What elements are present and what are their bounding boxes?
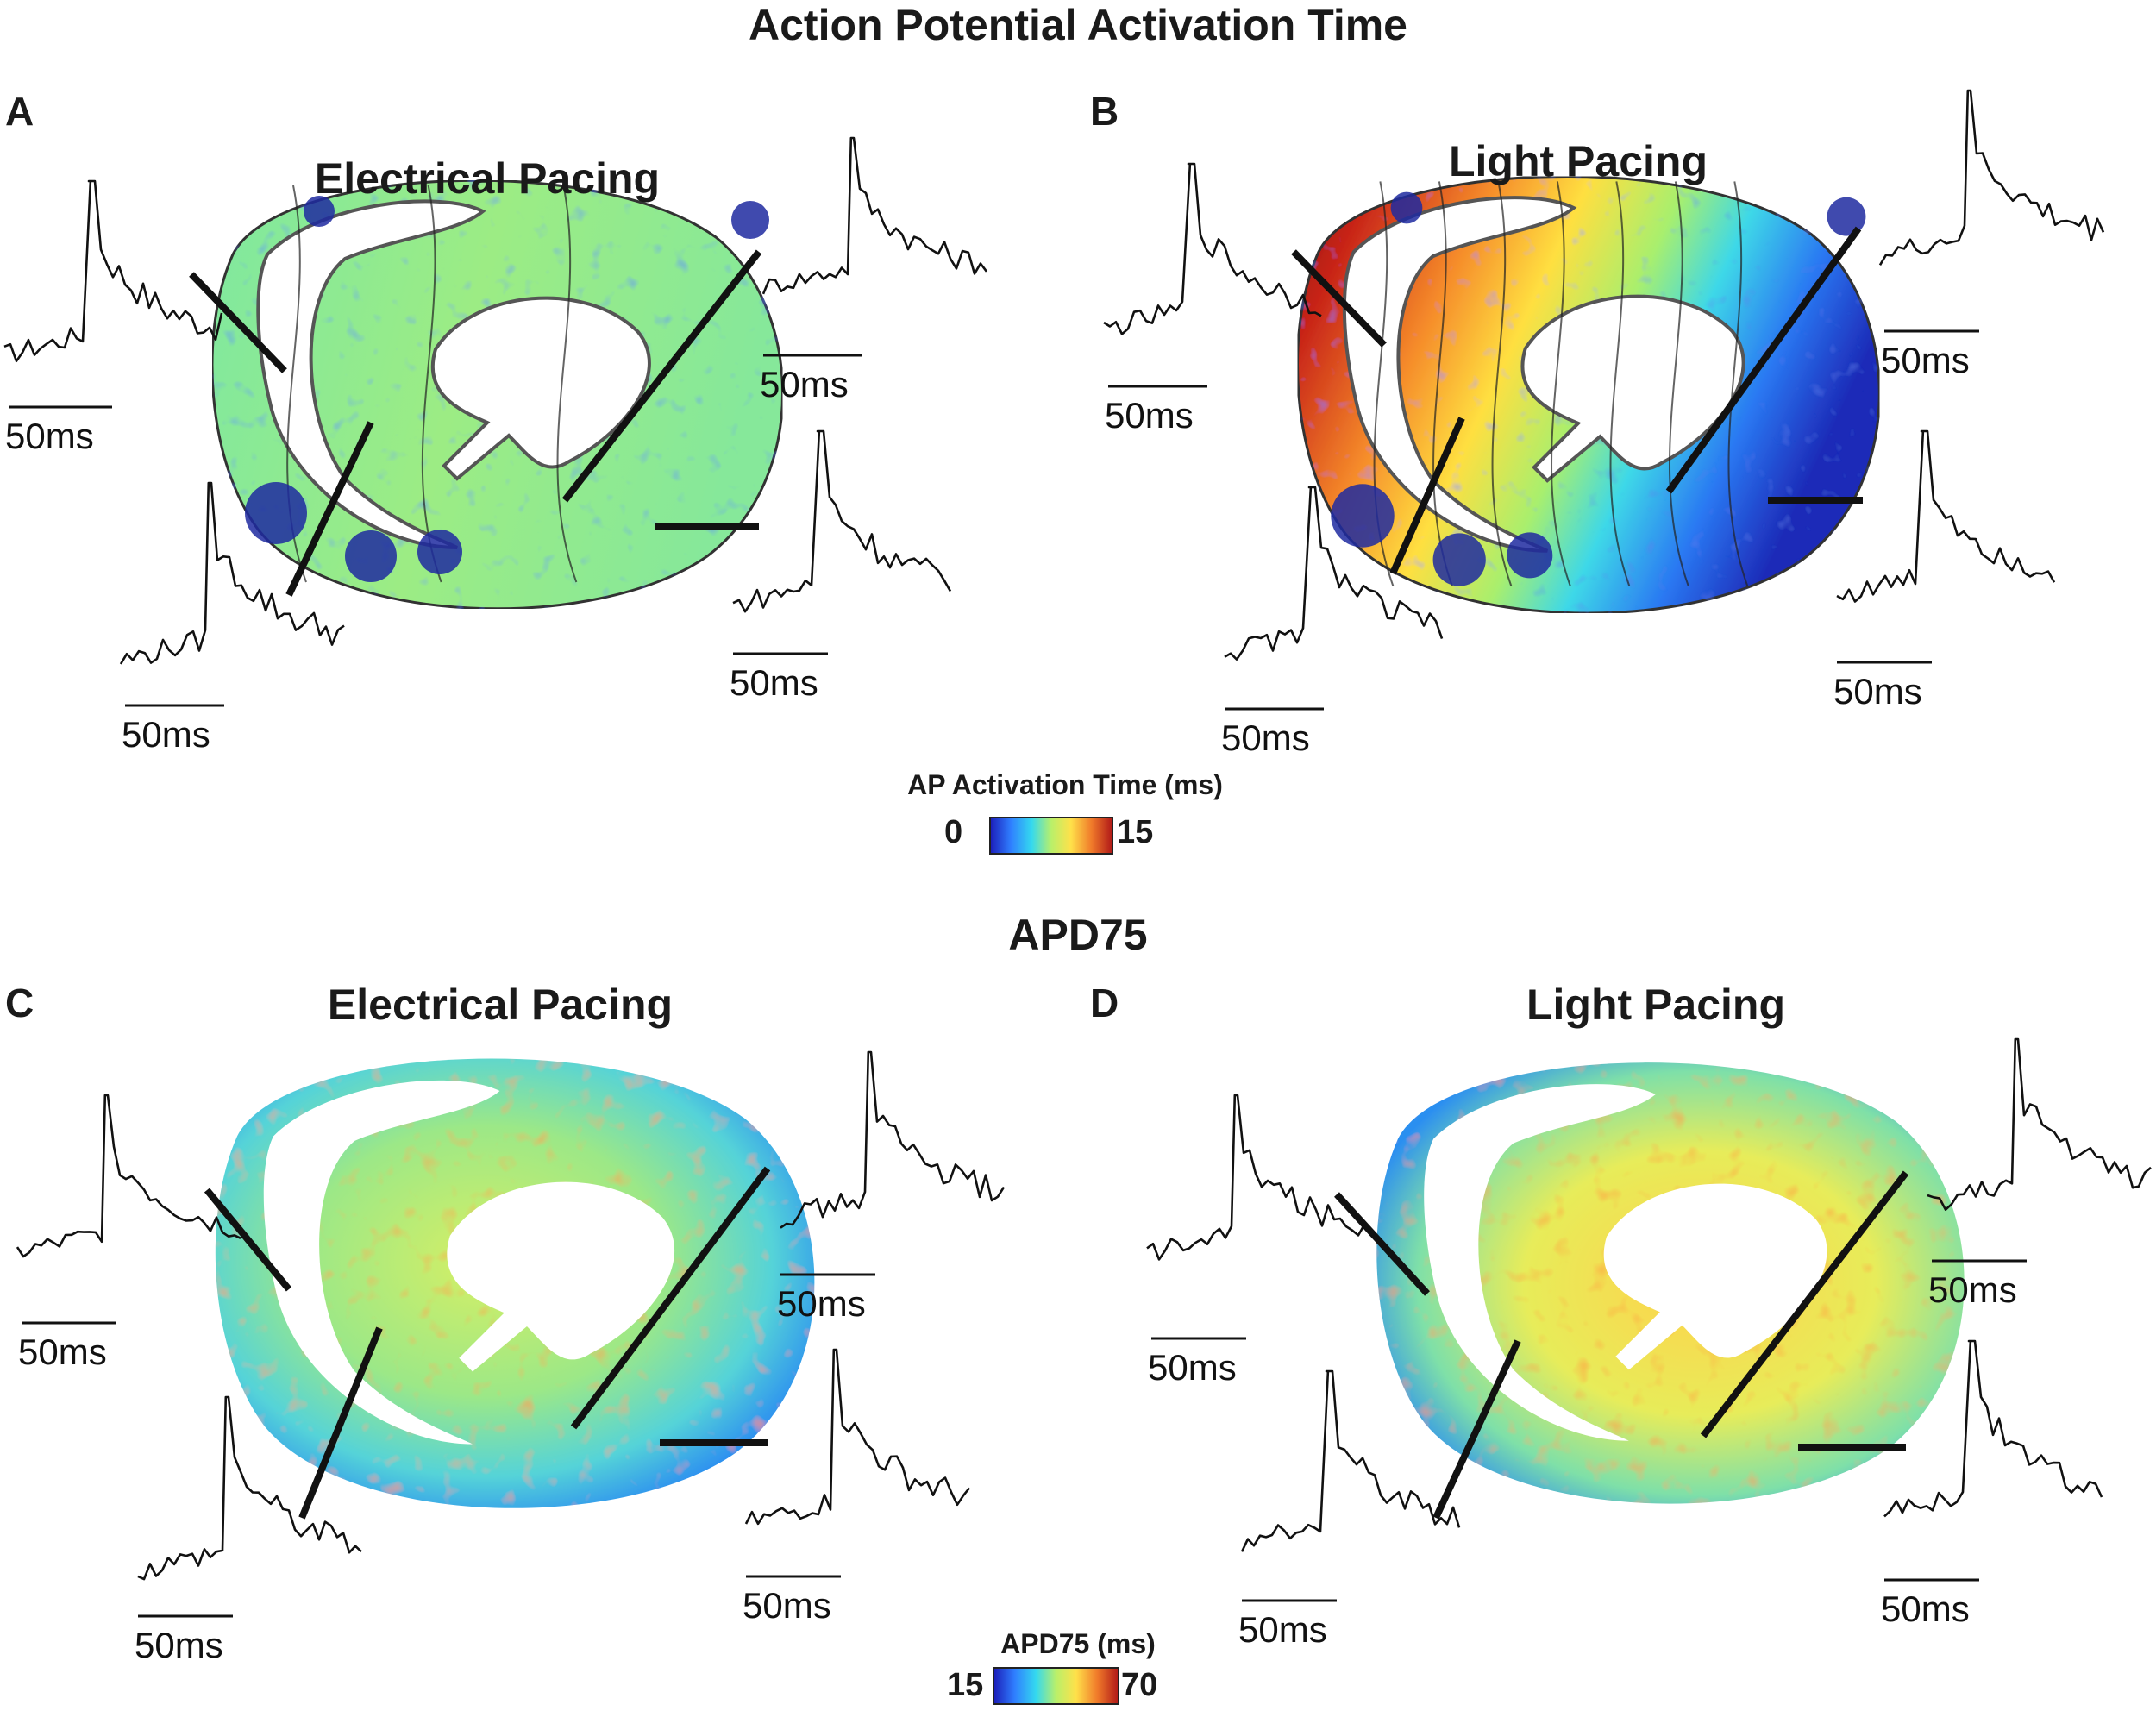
pointer-line-c xyxy=(570,1166,771,1430)
action-potential-trace xyxy=(137,1395,362,1581)
unexcited-region xyxy=(417,530,462,574)
pointer-line-c xyxy=(204,1188,292,1292)
heart-map-d xyxy=(1376,1062,1965,1504)
scale-bar-label: 50ms xyxy=(122,714,210,755)
scale-bar-label: 50ms xyxy=(730,662,818,703)
panel-letter-d: D xyxy=(1090,981,1119,1025)
isochrone-line xyxy=(556,185,578,583)
colorbar-min-apd75: 15 xyxy=(947,1667,984,1703)
colorbar-title-apd75: APD75 (ms) xyxy=(1000,1628,1156,1659)
pointer-line-a xyxy=(189,272,287,373)
colorbar-title-activation: AP Activation Time (ms) xyxy=(907,769,1223,800)
pointer-line-c xyxy=(298,1326,383,1520)
colorbar-activation xyxy=(989,817,1113,855)
action-potential-trace xyxy=(3,179,223,363)
scale-bar-label: 50ms xyxy=(1221,718,1310,758)
panel-letter-b: B xyxy=(1090,89,1119,134)
isochrone-line xyxy=(1727,181,1749,586)
pointer-line-d xyxy=(1334,1192,1430,1296)
scale-bar-label: 50ms xyxy=(1105,395,1194,436)
unexcited-region xyxy=(1507,532,1553,579)
panel-title-c: Electrical Pacing xyxy=(327,981,674,1029)
scale-bar-label: 50ms xyxy=(1148,1347,1237,1388)
pointer-line-d xyxy=(1700,1170,1909,1438)
unexcited-region xyxy=(245,482,307,544)
scale-bar-label: 50ms xyxy=(1833,671,1922,711)
pointer-line-b xyxy=(1291,249,1387,348)
isochrone-line xyxy=(1609,181,1631,586)
unexcited-region xyxy=(1331,484,1395,548)
unexcited-region xyxy=(1432,533,1486,586)
scale-bar-label: 50ms xyxy=(1928,1269,2017,1310)
panel-title-a: Electrical Pacing xyxy=(314,154,661,203)
colorbar-max-activation: 15 xyxy=(1117,814,1154,850)
action-potential-trace xyxy=(1240,1369,1461,1552)
panel-letter-c: C xyxy=(5,981,34,1025)
pointer-line-b xyxy=(1389,417,1465,575)
isochrone-line xyxy=(421,185,442,583)
action-potential-trace xyxy=(119,481,345,665)
scale-bar-label: 50ms xyxy=(1238,1609,1327,1650)
action-potential-trace xyxy=(1878,89,2105,266)
panel-title-d: Light Pacing xyxy=(1526,981,1785,1029)
action-potential-trace xyxy=(16,1094,241,1258)
action-potential-trace xyxy=(1103,162,1322,335)
scale-bar-label: 50ms xyxy=(1881,1589,1970,1629)
section-title-apd75: APD75 xyxy=(1008,911,1148,959)
action-potential-trace xyxy=(732,429,952,613)
scale-bar-label: 50ms xyxy=(760,364,849,404)
colorbar-min-activation: 0 xyxy=(944,814,963,850)
action-potential-trace xyxy=(744,1348,971,1526)
scale-bar-label: 50ms xyxy=(135,1625,223,1665)
scale-bar-label: 50ms xyxy=(5,416,94,456)
action-potential-trace xyxy=(1224,486,1444,661)
action-potential-trace xyxy=(761,136,988,295)
unexcited-region xyxy=(345,530,397,582)
colorbar-apd75 xyxy=(993,1667,1119,1705)
panel-letter-a: A xyxy=(5,89,34,134)
section-title-activation: Action Potential Activation Time xyxy=(749,1,1407,49)
unexcited-region xyxy=(1827,197,1866,236)
action-potential-trace xyxy=(780,1050,1006,1229)
isochrone-line xyxy=(1432,181,1453,586)
panel-title-b: Light Pacing xyxy=(1449,137,1708,185)
unexcited-region xyxy=(304,196,335,227)
heart-map-a xyxy=(210,179,784,611)
action-potential-trace xyxy=(1883,1339,2103,1518)
scale-bar-label: 50ms xyxy=(777,1283,866,1324)
pointer-line-b xyxy=(1665,226,1862,494)
isochrone-line xyxy=(1669,181,1689,586)
scale-bar-label: 50ms xyxy=(743,1585,831,1626)
action-potential-trace xyxy=(1146,1094,1372,1261)
scale-bar-label: 50ms xyxy=(18,1332,107,1372)
action-potential-trace xyxy=(1836,429,2056,603)
isochrone-line xyxy=(1551,181,1571,586)
pointer-line-a xyxy=(285,421,374,597)
unexcited-region xyxy=(731,201,769,239)
pointer-line-d xyxy=(1432,1339,1521,1520)
isochrone-line xyxy=(1491,181,1513,586)
action-potential-trace xyxy=(1927,1037,2152,1211)
pointer-line-a xyxy=(561,249,762,503)
heart-map-b xyxy=(1296,175,1881,615)
heart-map-c xyxy=(215,1058,815,1508)
scale-bar-label: 50ms xyxy=(1881,340,1970,380)
colorbar-max-apd75: 70 xyxy=(1121,1667,1158,1703)
unexcited-region xyxy=(1390,191,1423,224)
